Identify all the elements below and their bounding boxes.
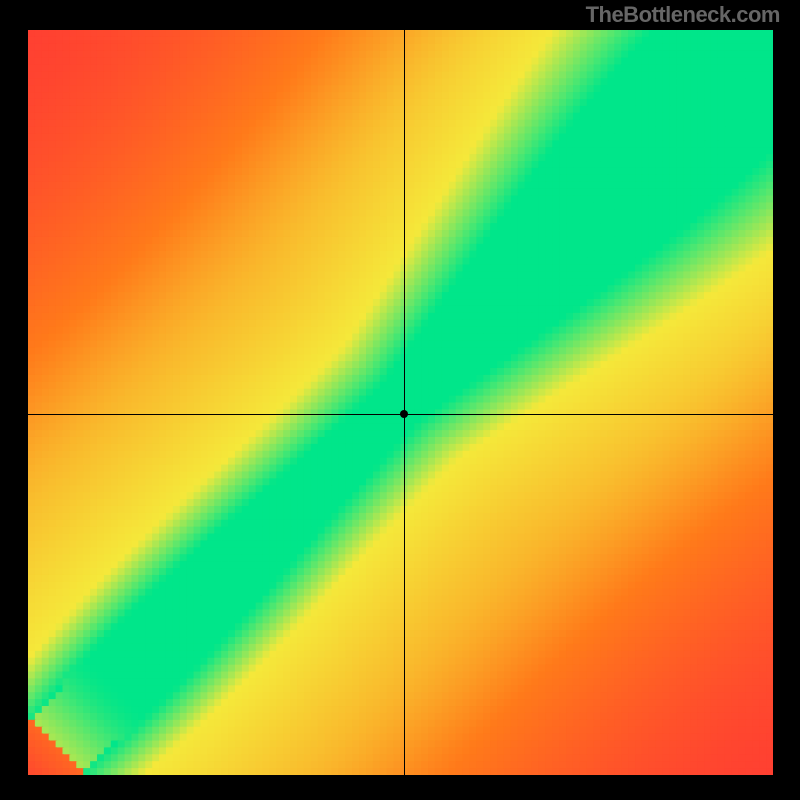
marker-point (400, 410, 408, 418)
heatmap-canvas (28, 30, 773, 775)
heatmap-plot (28, 30, 773, 775)
crosshair-vertical (404, 30, 405, 775)
figure-frame: TheBottleneck.com (0, 0, 800, 800)
watermark-text: TheBottleneck.com (586, 2, 780, 28)
